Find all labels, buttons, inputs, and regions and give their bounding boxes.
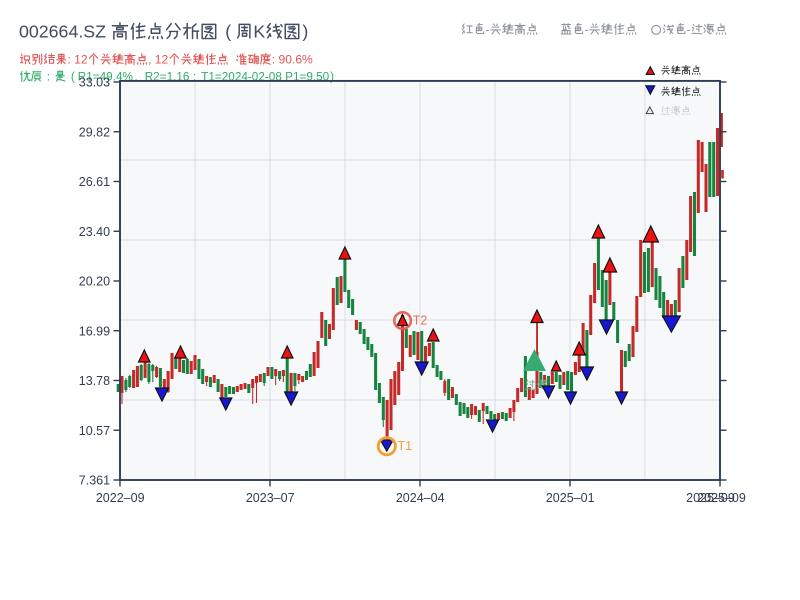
svg-text:26.61: 26.61 bbox=[79, 175, 110, 189]
svg-text:(: ( bbox=[225, 22, 231, 42]
svg-text:29.82: 29.82 bbox=[79, 125, 110, 139]
svg-text:: 12: : 12 bbox=[67, 53, 87, 67]
svg-text:7.361: 7.361 bbox=[79, 474, 110, 488]
svg-text:13.78: 13.78 bbox=[79, 374, 110, 388]
svg-text:23.40: 23.40 bbox=[79, 225, 110, 239]
svg-text:2025–09: 2025–09 bbox=[686, 491, 735, 505]
svg-text:16.99: 16.99 bbox=[79, 324, 110, 338]
svg-text:: 90.6%: : 90.6% bbox=[272, 53, 313, 67]
svg-text:K: K bbox=[253, 22, 265, 42]
svg-text:2025–01: 2025–01 bbox=[546, 491, 595, 505]
svg-text:): ) bbox=[302, 22, 308, 42]
svg-text:002664.SZ: 002664.SZ bbox=[19, 22, 106, 42]
svg-text:20.20: 20.20 bbox=[79, 275, 110, 289]
svg-text:2023–07: 2023–07 bbox=[246, 491, 295, 505]
svg-text:2025–09: 2025–09 bbox=[697, 491, 746, 505]
svg-text:-: - bbox=[687, 23, 691, 37]
svg-text:, 12: , 12 bbox=[148, 53, 168, 67]
svg-text:2024–04: 2024–04 bbox=[396, 491, 445, 505]
svg-text:33.03: 33.03 bbox=[79, 76, 110, 90]
svg-text:T2: T2 bbox=[413, 314, 428, 328]
svg-text:-: - bbox=[485, 23, 489, 37]
svg-text::: : bbox=[47, 71, 50, 84]
svg-text:): ) bbox=[330, 71, 334, 84]
svg-text:;: ; bbox=[193, 71, 196, 84]
svg-text:10.57: 10.57 bbox=[79, 424, 110, 438]
svg-text:2022–09: 2022–09 bbox=[96, 491, 145, 505]
svg-text:-: - bbox=[584, 23, 588, 37]
svg-text:T1: T1 bbox=[398, 439, 413, 453]
svg-text:,: , bbox=[134, 71, 137, 84]
svg-text:(: ( bbox=[71, 71, 75, 84]
